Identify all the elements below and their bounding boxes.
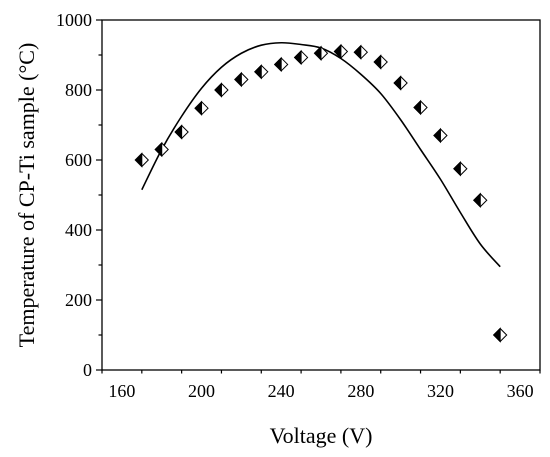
data-point — [254, 64, 269, 80]
data-point — [154, 141, 169, 158]
data-point — [134, 152, 150, 168]
data-point — [293, 49, 309, 66]
y-tick-label: 800 — [65, 80, 92, 100]
data-point — [234, 71, 249, 88]
data-point — [473, 192, 488, 208]
tick-labels: 160 200 240 280 320 360 0 200 400 600 800 1000 — [56, 10, 534, 401]
data-point — [453, 161, 468, 177]
x-axis-title: Voltage (V) — [270, 423, 373, 448]
fit-curve-line — [141, 41, 501, 268]
data-point — [313, 45, 329, 61]
x-tick-label: 240 — [268, 381, 295, 401]
data-point — [373, 54, 388, 70]
axis-ticks — [96, 19, 541, 374]
y-axis-title: Temperature of CP-Ti sample (°C) — [14, 43, 39, 348]
data-point — [353, 44, 369, 60]
y-tick-label: 400 — [65, 220, 92, 240]
x-tick-label: 360 — [507, 381, 534, 401]
x-tick-label: 320 — [427, 381, 454, 401]
data-point — [194, 100, 209, 116]
data-point — [433, 127, 448, 144]
y-tick-label: 1000 — [56, 10, 92, 30]
x-tick-label: 200 — [188, 381, 215, 401]
data-point — [174, 124, 189, 140]
data-points — [134, 43, 508, 343]
fit-curve — [141, 41, 501, 268]
y-tick-label: 200 — [65, 290, 92, 310]
plot-frame — [101, 19, 541, 371]
data-point — [393, 75, 408, 91]
data-point — [273, 56, 289, 73]
plot-border — [101, 19, 541, 371]
data-point — [413, 99, 428, 116]
x-tick-label: 160 — [108, 381, 135, 401]
x-tick-label: 280 — [347, 381, 374, 401]
data-point — [333, 43, 349, 60]
y-tick-label: 600 — [65, 150, 92, 170]
data-point — [492, 327, 508, 343]
data-point — [214, 82, 229, 98]
y-tick-label: 0 — [83, 360, 92, 380]
